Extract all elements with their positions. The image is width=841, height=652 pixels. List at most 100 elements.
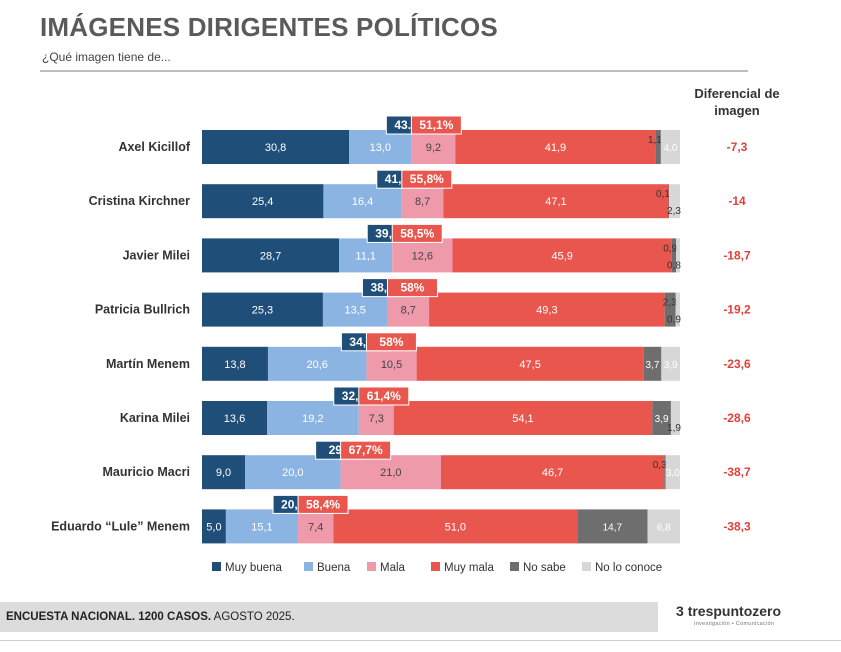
data-label: 1,9 xyxy=(667,423,681,434)
data-label: 13,8 xyxy=(224,359,245,371)
page-title: IMÁGENES DIRIGENTES POLÍTICOS xyxy=(40,12,498,42)
data-label: 30,8 xyxy=(265,142,286,154)
category-label: Mauricio Macri xyxy=(102,465,190,479)
legend-label: Muy mala xyxy=(444,562,494,574)
brand-tagline: Investigación • Comunicación xyxy=(694,621,775,627)
bar-segment xyxy=(333,509,578,544)
bar-segment xyxy=(202,455,246,490)
data-label: 1,1 xyxy=(648,135,662,146)
bar-segment xyxy=(393,401,653,435)
legend-label: No sabe xyxy=(523,562,566,574)
bar-segment xyxy=(429,292,665,327)
data-label: 9,2 xyxy=(426,142,441,154)
footer-caption-date: AGOSTO 2025. xyxy=(211,611,295,623)
bar-segment xyxy=(340,455,441,490)
bar-segment xyxy=(366,346,417,381)
differential-value: -14 xyxy=(728,194,746,208)
bar-segment xyxy=(411,130,456,164)
data-label: 41,9 xyxy=(545,142,566,154)
data-label: 5,0 xyxy=(206,521,221,533)
brand-name: trespuntozero xyxy=(687,603,782,619)
data-label: 0,9 xyxy=(663,243,677,254)
bar-segment xyxy=(401,184,444,219)
data-label: 20,0 xyxy=(282,467,303,479)
legend-swatch xyxy=(304,562,313,571)
data-label: 47,5 xyxy=(519,359,540,371)
differential-header-line1: Diferencial de xyxy=(694,86,780,101)
differential-header: Diferencial de imagen xyxy=(685,85,789,119)
legend-label: No lo conoce xyxy=(595,562,662,574)
bar-segment xyxy=(652,401,671,435)
category-label: Cristina Kirchner xyxy=(89,194,191,208)
bar-segment xyxy=(671,238,677,273)
negative-total-label: 58,5% xyxy=(400,226,434,240)
negative-total-box xyxy=(386,278,438,298)
bar-segment xyxy=(322,292,388,327)
bar-segment xyxy=(267,346,367,381)
bar-segment xyxy=(647,509,680,544)
negative-total-box xyxy=(401,169,453,189)
data-label: 25,3 xyxy=(252,305,273,317)
bar-segment xyxy=(392,238,453,273)
bar-segment xyxy=(660,130,680,164)
negative-total-box xyxy=(297,494,349,514)
legend-swatch xyxy=(582,562,591,571)
data-label: 54,1 xyxy=(512,413,533,425)
bar-segment xyxy=(202,509,226,544)
differential-value: -23,6 xyxy=(723,357,751,371)
data-label: 3,9 xyxy=(664,360,678,371)
data-label: 21,0 xyxy=(380,467,401,479)
negative-total-box xyxy=(410,115,462,135)
data-label: 51,0 xyxy=(445,521,466,533)
differential-value: -18,7 xyxy=(723,248,751,262)
negative-total-label: 67,7% xyxy=(349,443,383,457)
differential-header-line2: imagen xyxy=(714,103,760,118)
brand-logo: 3 trespuntozero xyxy=(676,603,781,619)
bar-segment xyxy=(669,184,680,219)
negative-total-label: 61,4% xyxy=(367,389,401,403)
bar-segment xyxy=(323,184,402,219)
footer-caption-bold: ENCUESTA NACIONAL. 1200 CASOS. xyxy=(6,611,212,623)
differential-value: -28,6 xyxy=(723,411,751,425)
bar-segment xyxy=(245,455,341,490)
negative-total-box xyxy=(391,223,443,243)
data-label: 12,6 xyxy=(412,250,433,262)
bar-segment xyxy=(664,292,676,327)
bar-segment xyxy=(267,401,359,435)
data-label: 8,7 xyxy=(401,305,416,317)
category-label: Eduardo “Lule” Menem xyxy=(51,519,190,533)
bar-segment xyxy=(665,455,680,490)
title-divider xyxy=(40,70,748,72)
legend-label: Muy buena xyxy=(225,562,283,574)
bar-segment xyxy=(441,455,665,490)
data-label: 16,4 xyxy=(352,196,373,208)
bar-segment xyxy=(643,346,662,381)
data-label: 46,7 xyxy=(542,467,563,479)
data-label: 0,9 xyxy=(667,315,681,326)
legend-label: Buena xyxy=(317,562,351,574)
bar-segment xyxy=(298,509,334,544)
data-label: 13,5 xyxy=(344,305,365,317)
bar-segment xyxy=(225,509,299,544)
bar-segment xyxy=(202,238,340,273)
data-label: 19,2 xyxy=(302,413,323,425)
footer-bar xyxy=(0,602,658,632)
data-label: 0,3 xyxy=(653,460,667,471)
data-label: 10,5 xyxy=(381,359,402,371)
legend-swatch xyxy=(510,562,519,571)
category-label: Martín Menem xyxy=(106,357,190,371)
differential-value: -19,2 xyxy=(723,303,751,317)
bar-segment xyxy=(202,130,350,164)
data-label: 2,3 xyxy=(663,298,677,309)
footer-caption: ENCUESTA NACIONAL. 1200 CASOS. AGOSTO 20… xyxy=(6,611,295,623)
brand-mark-icon: 3 xyxy=(676,603,688,619)
data-label: 3,7 xyxy=(646,360,660,371)
data-label: 28,7 xyxy=(260,250,281,262)
negative-total-label: 55,8% xyxy=(410,172,444,186)
stacked-bar-chart: Axel Kicillof30,813,09,241,91,14,043.8%5… xyxy=(51,115,751,574)
differential-value: -7,3 xyxy=(727,140,748,154)
bar-segment xyxy=(202,292,323,327)
data-label: 7,4 xyxy=(308,521,323,533)
bar-segment xyxy=(202,346,268,381)
